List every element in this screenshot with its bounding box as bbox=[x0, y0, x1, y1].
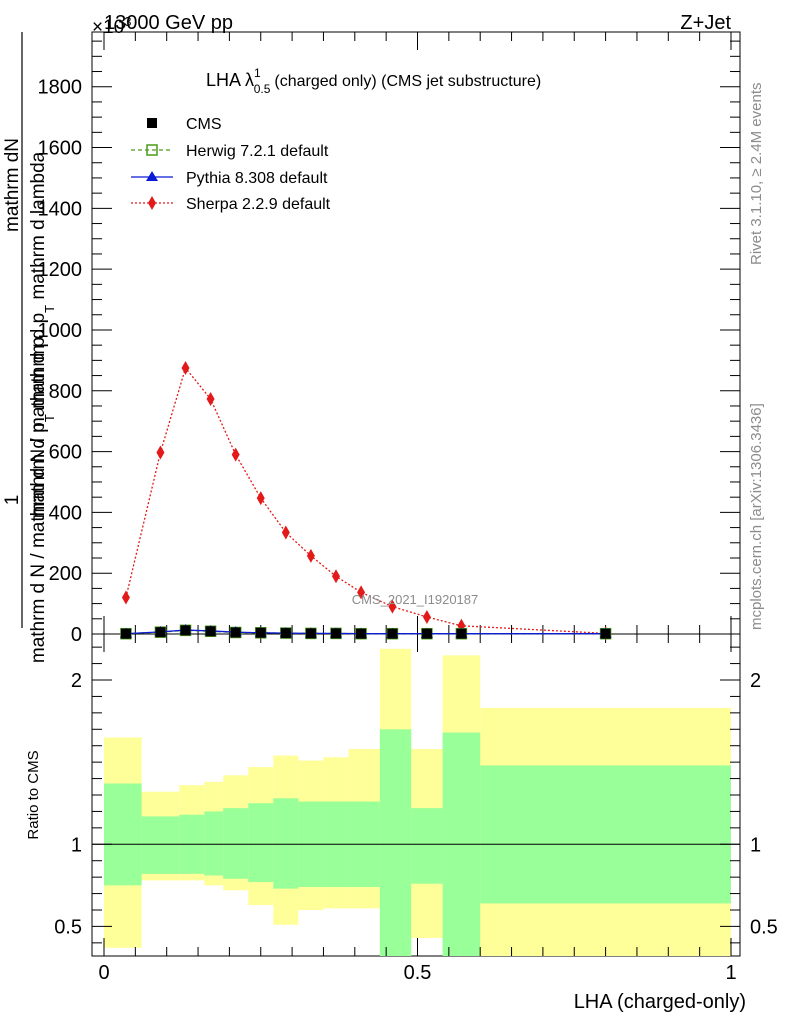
ratio-y-tick-label-right-2: 2 bbox=[750, 670, 761, 692]
ratio-bands bbox=[104, 648, 731, 956]
x-tick-label-1: 0.5 bbox=[404, 962, 432, 984]
ratio-y-tick-label-left-2: 2 bbox=[71, 670, 82, 692]
stat-band-bin-1 bbox=[141, 816, 180, 874]
data-point-cms-8 bbox=[330, 628, 341, 639]
stat-band-bin-11 bbox=[411, 808, 443, 884]
data-point-cms-0 bbox=[120, 628, 131, 639]
main-axes: 0 200 400 600 800 1000 1200 1400 1600 1800 bbox=[38, 32, 740, 646]
main-y-tick-label-0: 0 bbox=[71, 624, 82, 646]
legend-label-sherpa: Sherpa 2.2.9 default bbox=[186, 196, 331, 213]
mcplots-label: mcplots.cern.ch [arXiv:1306.3436] bbox=[748, 403, 765, 630]
main-y-tick-label-7: 1400 bbox=[38, 198, 83, 220]
ratio-y-tick-label-right-0: 0.5 bbox=[750, 916, 778, 938]
series-layer bbox=[119, 360, 612, 641]
legend-item-pythia: Pythia 8.308 default bbox=[131, 170, 328, 187]
plot-title: LHA λ1 0.5 (charged only) (CMS jet substru… bbox=[206, 66, 541, 96]
stat-band-bin-4 bbox=[223, 808, 249, 879]
y-label-bottom: mathrm d N / mathrm d N / mathrm d p bbox=[28, 337, 49, 663]
legend-item-sherpa: Sherpa 2.2.9 default bbox=[131, 196, 331, 213]
main-y-tick-label-8: 1600 bbox=[38, 138, 83, 160]
ratio-y-tick-label-left-1: 1 bbox=[71, 834, 82, 856]
data-point-sherpa-4 bbox=[231, 447, 240, 462]
main-y-tick-label-9: 1800 bbox=[38, 77, 83, 99]
process-label: Z+Jet bbox=[680, 12, 731, 34]
main-y-tick-label-5: 1000 bbox=[38, 320, 83, 342]
data-point-cms-1 bbox=[155, 627, 166, 638]
data-point-sherpa-9 bbox=[357, 585, 366, 600]
main-y-tick-label-6: 1200 bbox=[38, 259, 83, 281]
legend: CMS Herwig 7.2.1 default Pythia 8.308 de… bbox=[131, 116, 331, 213]
main-y-axis-label: 1 mathrm dN mathrm d pT mathrm d pT math… bbox=[2, 32, 57, 663]
series-line-sherpa bbox=[125, 366, 606, 635]
data-point-sherpa-0 bbox=[121, 590, 130, 605]
legend-label-pythia: Pythia 8.308 default bbox=[186, 170, 328, 187]
data-point-sherpa-7 bbox=[306, 548, 315, 563]
legend-item-herwig: Herwig 7.2.1 default bbox=[131, 143, 329, 160]
data-point-sherpa-11 bbox=[422, 609, 431, 624]
stat-band-bin-6 bbox=[273, 798, 299, 889]
stat-band-bin-10 bbox=[379, 729, 412, 956]
ratio-y-label: Ratio to CMS bbox=[25, 750, 42, 839]
data-point-sherpa-2 bbox=[181, 360, 190, 375]
stat-band-bin-0 bbox=[104, 783, 142, 886]
energy-label: 13000 GeV pp bbox=[104, 12, 233, 34]
main-y-tick-label-1: 200 bbox=[49, 563, 82, 585]
data-point-cms-4 bbox=[230, 627, 241, 638]
data-point-cms-11 bbox=[421, 628, 432, 639]
legend-label-herwig: Herwig 7.2.1 default bbox=[186, 143, 329, 160]
x-axis-label: LHA (charged-only) bbox=[574, 991, 746, 1013]
data-point-cms-9 bbox=[356, 628, 367, 639]
data-point-cms-10 bbox=[387, 628, 398, 639]
ratio-axes: 0.5 0.5 1 1 2 2 0 0.5 1 bbox=[54, 634, 778, 984]
data-point-sherpa-3 bbox=[206, 391, 215, 406]
legend-label-cms: CMS bbox=[186, 116, 222, 133]
data-point-sherpa-6 bbox=[281, 525, 290, 540]
data-point-cms-7 bbox=[305, 628, 316, 639]
ratio-y-tick-label-left-0: 0.5 bbox=[54, 916, 82, 938]
main-y-tick-label-2: 400 bbox=[49, 502, 82, 524]
data-point-cms-3 bbox=[205, 626, 216, 637]
x-tick-label-2: 1 bbox=[725, 962, 736, 984]
legend-marker-herwig bbox=[146, 144, 158, 156]
y-exponent-label: ×103 bbox=[92, 14, 131, 38]
legend-marker-cms bbox=[147, 118, 157, 128]
data-point-cms-12 bbox=[456, 628, 467, 639]
ratio-y-tick-label-right-1: 1 bbox=[750, 834, 761, 856]
legend-marker-sherpa bbox=[148, 196, 156, 210]
data-point-sherpa-5 bbox=[256, 491, 265, 506]
y-label-top-n: mathrm dN bbox=[2, 138, 23, 232]
legend-marker-pythia bbox=[146, 171, 158, 181]
x-tick-label-0: 0 bbox=[98, 962, 109, 984]
data-point-sherpa-8 bbox=[331, 569, 340, 584]
data-point-cms-2 bbox=[180, 625, 191, 636]
data-point-cms-13 bbox=[600, 628, 611, 639]
data-point-sherpa-10 bbox=[388, 599, 397, 614]
data-point-sherpa-1 bbox=[156, 445, 165, 460]
stat-band-bin-13 bbox=[480, 765, 731, 904]
legend-item-cms: CMS bbox=[147, 116, 222, 133]
rivet-version-label: Rivet 3.1.10, ≥ 2.4M events bbox=[748, 83, 765, 266]
main-y-tick-label-3: 600 bbox=[49, 442, 82, 464]
analysis-watermark: CMS_2021_I1920187 bbox=[352, 592, 479, 607]
main-y-tick-label-4: 800 bbox=[49, 381, 82, 403]
stat-band-bin-3 bbox=[204, 811, 224, 876]
y-label-numerator: 1 bbox=[2, 495, 23, 506]
data-point-cms-6 bbox=[280, 628, 291, 639]
stat-band-bin-5 bbox=[248, 803, 274, 883]
data-point-cms-5 bbox=[255, 627, 266, 638]
